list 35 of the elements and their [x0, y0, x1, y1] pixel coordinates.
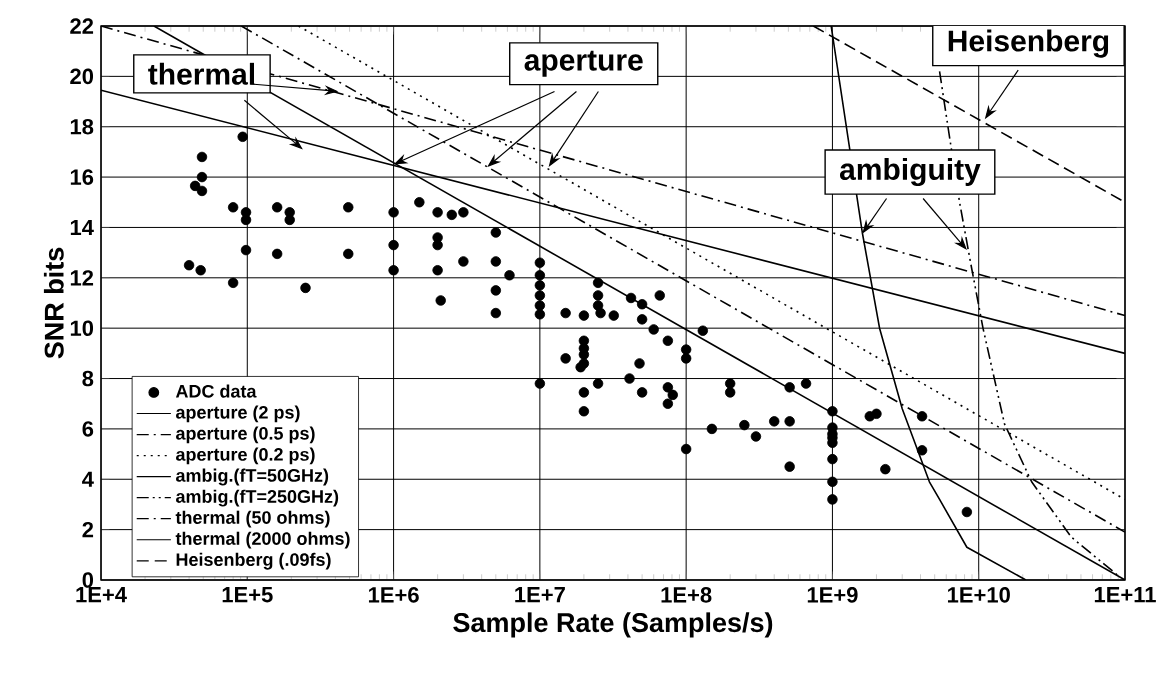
legend-label: thermal (50 ohms)	[175, 510, 330, 528]
x-tick-label: 1E+9	[807, 587, 858, 603]
y-tick-label: 0	[82, 572, 94, 588]
legend-label: aperture (2 ps)	[176, 405, 300, 423]
legend-label: aperture (0.5 ps)	[176, 426, 315, 444]
y-tick-label: 12	[70, 270, 94, 286]
y-tick-label: 10	[70, 320, 94, 336]
x-axis-title: Sample Rate (Samples/s)	[453, 612, 773, 638]
y-tick-label: 22	[70, 18, 94, 34]
x-tick-label: 1E+7	[515, 587, 565, 603]
y-tick-label: 20	[70, 68, 94, 85]
y-tick-label: 4	[82, 471, 94, 487]
x-tick-label: 1E+5	[222, 587, 273, 603]
y-tick-label: 16	[70, 169, 94, 185]
x-tick-label: 1E+8	[661, 587, 712, 603]
annotation: ambiguity	[840, 158, 981, 187]
y-tick-label: 18	[70, 118, 94, 135]
legend-label: thermal (2000 ohms)	[175, 531, 350, 549]
annotation: thermal	[148, 62, 254, 85]
x-tick-label: 1E+10	[947, 587, 1010, 603]
x-tick-label: 1E+11	[1094, 587, 1156, 603]
legend-label: ambig.(fT=250GHz)	[176, 489, 339, 507]
y-tick-label: 6	[82, 421, 94, 437]
x-tick-label: 1E+6	[368, 587, 419, 603]
annotation: aperture	[524, 50, 643, 77]
legend-label: ADC data	[175, 384, 257, 398]
y-axis-title: SNR bits	[43, 247, 64, 359]
y-tick-label: 8	[82, 370, 94, 387]
x-tick-label: 1E+4	[76, 587, 127, 603]
annotation: Heisenberg	[948, 29, 1109, 58]
legend-label: ambig.(fT=50GHz)	[176, 468, 329, 486]
legend-label: aperture (0.2 ps)	[176, 447, 315, 465]
y-tick-label: 2	[82, 521, 94, 538]
y-tick-label: 14	[70, 219, 94, 236]
legend-label: Heisenberg (.09fs)	[176, 552, 331, 570]
